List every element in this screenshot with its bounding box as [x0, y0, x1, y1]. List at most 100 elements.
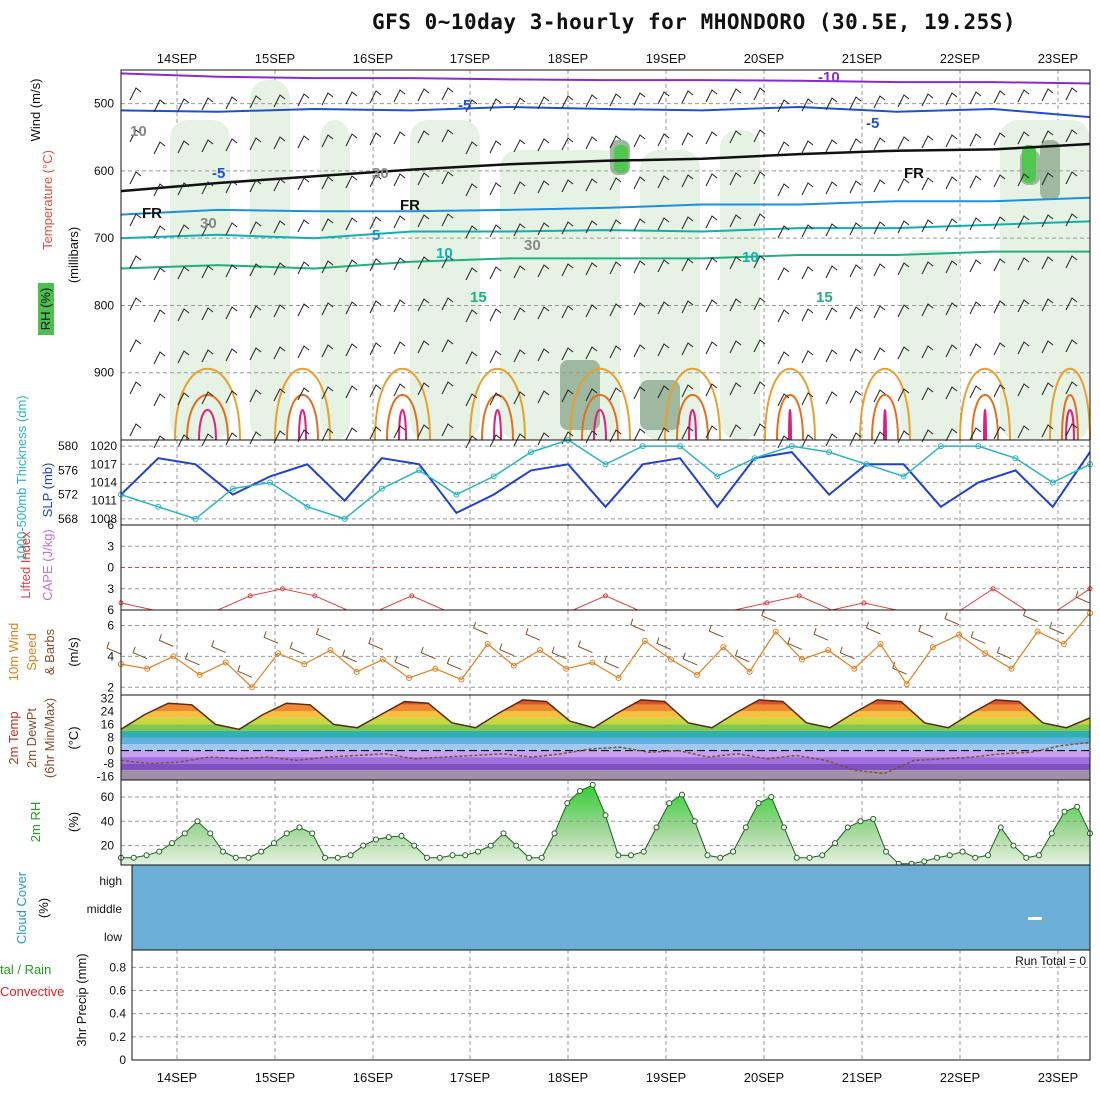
temp-tick: 16 [101, 717, 115, 731]
wind-barb [525, 628, 541, 641]
wind-barb [777, 225, 790, 239]
wind-barb [297, 177, 310, 191]
wind-barb [513, 349, 526, 363]
temperature-arch [186, 394, 229, 441]
wind-barb [1065, 423, 1078, 437]
rh-area [121, 784, 1090, 865]
wind-barb [263, 631, 279, 644]
wind-speed-point [1060, 641, 1067, 647]
wind-barb [441, 255, 454, 269]
wind-speed-point [1008, 665, 1015, 672]
wind-barb [499, 643, 515, 657]
temperature-arch [983, 409, 987, 441]
wind-barb [225, 390, 238, 404]
wind-barb [633, 428, 646, 442]
rh-point [934, 854, 940, 861]
temperature-arch [593, 409, 607, 441]
wind-barb [825, 391, 838, 405]
wind-barb [681, 342, 694, 356]
contour-label: 5 [372, 227, 380, 244]
rh-tick: 20 [101, 839, 115, 853]
wind-barb [249, 389, 262, 403]
wind-barb [321, 302, 334, 316]
wind-barb [682, 652, 698, 666]
wind-barb [993, 342, 1006, 356]
thickness-point [416, 467, 423, 474]
wind-barb [729, 424, 742, 438]
wind-barb [681, 216, 694, 230]
precip-tick: 0.6 [109, 984, 126, 998]
lifted-index-point [796, 593, 802, 599]
temp-band [121, 737, 1090, 745]
temperature-arch [959, 367, 1011, 441]
wind-barb [345, 217, 358, 231]
rh-point [169, 840, 175, 847]
rh-point [691, 818, 698, 825]
wind-barb [1041, 382, 1054, 396]
rh-point [806, 854, 813, 861]
pressure-tick: 800 [94, 298, 114, 312]
wind-barb [513, 223, 526, 237]
wind-speed-point [406, 675, 413, 681]
rh-point [156, 848, 163, 855]
temperature-arch [859, 367, 911, 441]
thickness-point [304, 503, 311, 510]
wind-barb [369, 342, 382, 356]
wind-barb [177, 350, 190, 364]
contour-FR [120, 142, 1091, 193]
temperature-arch [274, 367, 331, 441]
wind-speed-point [248, 684, 255, 691]
wind-barb [996, 646, 1012, 660]
series-lifted-index [120, 588, 1091, 611]
wind-barb [849, 138, 862, 152]
wind-speed-point [589, 659, 596, 666]
pressure-tick: 600 [94, 164, 114, 178]
wind-barb [129, 213, 142, 227]
rh-point [640, 848, 647, 855]
wind-barb [561, 95, 574, 109]
wind-barb [321, 218, 334, 232]
contour-label: -10 [818, 69, 840, 86]
panel-label: SLP (mb) [40, 463, 55, 518]
wind-barb [273, 304, 286, 318]
wind-barb [441, 171, 454, 185]
thickness-point [527, 449, 534, 456]
wind-barb [1065, 255, 1078, 269]
wind-barb [417, 130, 430, 144]
temperature-arch [386, 394, 419, 441]
wind-barb [345, 91, 358, 105]
lifted-index-tick: 0 [107, 561, 114, 575]
wind-barb [969, 427, 982, 441]
date-label-bottom: 23SEP [1038, 1070, 1078, 1085]
wind-barb [993, 258, 1006, 272]
wind-tick: 6 [107, 618, 114, 632]
wind-barb [537, 264, 550, 278]
rh-point [1036, 852, 1042, 859]
wind-barb [129, 171, 142, 185]
thickness-point [341, 515, 348, 522]
wind-barb [297, 303, 310, 317]
wind-speed-point [772, 628, 779, 635]
temp-band [121, 770, 1090, 780]
rh-point [844, 824, 851, 831]
temp-tick: 24 [101, 704, 115, 718]
rh-point [730, 848, 736, 855]
wind-barb [921, 135, 934, 149]
wind-barb [777, 309, 790, 323]
contour-label: FR [142, 205, 162, 222]
wind-barb [129, 255, 142, 269]
temp-band [121, 724, 1090, 731]
wind-barb [153, 183, 166, 197]
wind-barb [273, 220, 286, 234]
wind-barb [417, 214, 430, 228]
wind-barb [129, 129, 142, 143]
rh-point [883, 848, 889, 855]
wind-barb [657, 91, 670, 105]
wind-barb [393, 173, 406, 187]
wind-barb [129, 381, 142, 395]
rh-point [755, 800, 762, 807]
wind-speed-point [458, 676, 465, 683]
wind-barb [849, 348, 862, 362]
wind-barb [201, 265, 214, 279]
